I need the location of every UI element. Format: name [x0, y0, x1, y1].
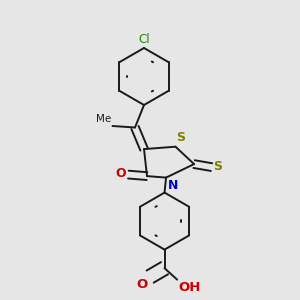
Text: O: O [116, 167, 126, 181]
Text: S: S [176, 131, 185, 144]
Text: Me: Me [96, 115, 111, 124]
Text: S: S [214, 160, 223, 173]
Text: O: O [137, 278, 148, 291]
Text: OH: OH [179, 281, 201, 294]
Text: N: N [168, 179, 178, 192]
Text: Cl: Cl [138, 33, 150, 46]
